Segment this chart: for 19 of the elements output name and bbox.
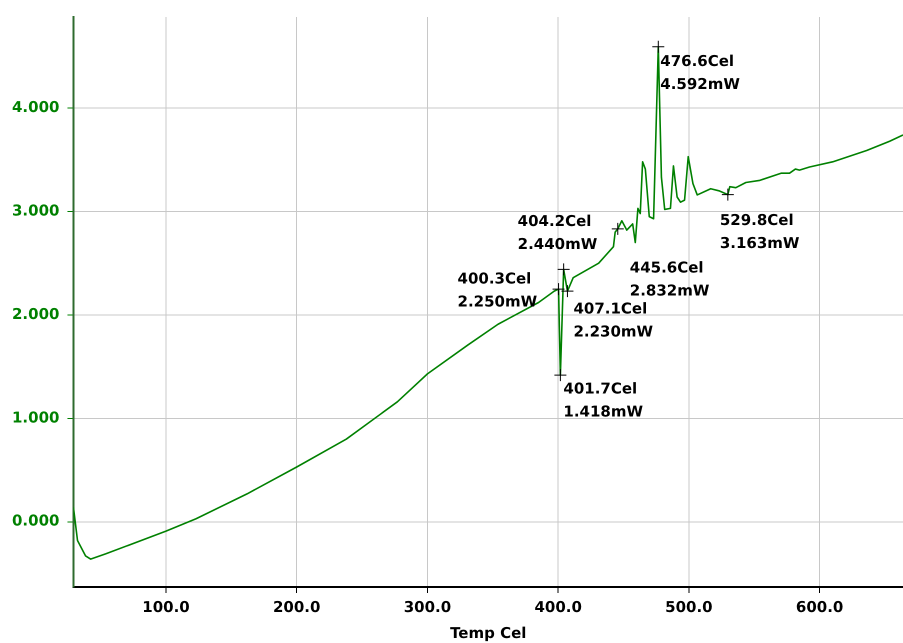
x-tick-label: 200.0 bbox=[272, 598, 320, 616]
y-tick-label: 2.000 bbox=[12, 304, 60, 323]
annotation: 401.7Cel 1.418mW bbox=[563, 380, 644, 421]
y-tick-label: 3.000 bbox=[12, 201, 60, 220]
x-axis-title: Temp Cel bbox=[450, 624, 526, 642]
x-tick-label: 400.0 bbox=[534, 598, 582, 616]
annotation: 445.6Cel 2.832mW bbox=[630, 258, 710, 300]
annotation: 400.3Cel 2.250mW bbox=[458, 269, 538, 310]
x-tick-label: 600.0 bbox=[796, 598, 844, 616]
x-tick-label: 300.0 bbox=[404, 598, 452, 616]
y-tick-label: 1.000 bbox=[12, 408, 60, 426]
x-tick-label: 100.0 bbox=[142, 598, 190, 616]
annotation: 476.6Cel 4.592mW bbox=[660, 52, 740, 94]
annotation: 529.8Cel 3.163mW bbox=[720, 211, 800, 252]
x-tick-label: 500.0 bbox=[665, 598, 713, 616]
annotation: 407.1Cel 2.230mW bbox=[573, 300, 654, 341]
y-tick-label: 0.000 bbox=[12, 512, 60, 530]
y-tick-label: 4.000 bbox=[12, 98, 60, 116]
annotation: 404.2Cel 2.440mW bbox=[518, 212, 598, 253]
